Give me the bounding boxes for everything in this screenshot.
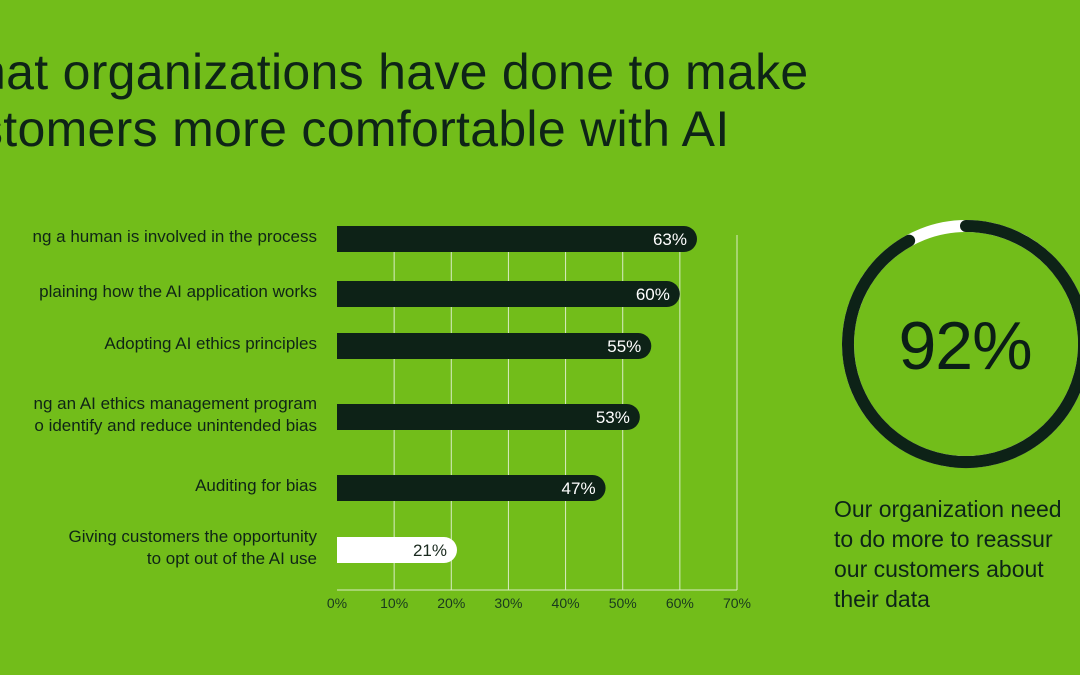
caption-line-4: their data [834, 586, 930, 612]
x-tick-label: 10% [380, 595, 408, 611]
bar [337, 475, 606, 501]
bar-value-label: 60% [636, 285, 670, 304]
donut-caption: Our organization need to do more to reas… [834, 494, 1062, 614]
donut-value-label: 92% [898, 308, 1032, 384]
x-tick-label: 70% [723, 595, 751, 611]
x-tick-label: 20% [437, 595, 465, 611]
x-tick-label: 40% [552, 595, 580, 611]
donut-filled-arc [842, 220, 1080, 468]
x-tick-label: 60% [666, 595, 694, 611]
category-label: ng a human is involved in the process [33, 227, 317, 246]
bar-value-label: 55% [607, 337, 641, 356]
category-label: plaining how the AI application works [39, 282, 317, 301]
category-label: Adopting AI ethics principles [104, 334, 317, 353]
caption-line-1: Our organization need [834, 496, 1062, 522]
bar [337, 537, 457, 563]
category-label: Giving customers the opportunity [68, 527, 317, 546]
category-label: to opt out of the AI use [147, 549, 317, 568]
bar-value-label: 47% [562, 479, 596, 498]
category-label: o identify and reduce unintended bias [34, 416, 317, 435]
bar-value-label: 63% [653, 230, 687, 249]
caption-line-2: to do more to reassur [834, 526, 1053, 552]
x-tick-label: 30% [494, 595, 522, 611]
bar [337, 333, 652, 359]
category-label: ng an AI ethics management program [34, 394, 318, 413]
bar [337, 281, 680, 307]
category-label: Auditing for bias [195, 476, 317, 495]
x-tick-label: 0% [327, 595, 347, 611]
bar [337, 404, 640, 430]
chart-title: hat organizations have done to make stom… [0, 44, 809, 158]
title-line-2: stomers more comfortable with AI [0, 101, 730, 157]
bar-value-label: 21% [413, 541, 447, 560]
x-tick-label: 50% [609, 595, 637, 611]
bar [337, 226, 697, 252]
caption-line-3: our customers about [834, 556, 1044, 582]
title-line-1: hat organizations have done to make [0, 44, 809, 100]
bar-value-label: 53% [596, 408, 630, 427]
